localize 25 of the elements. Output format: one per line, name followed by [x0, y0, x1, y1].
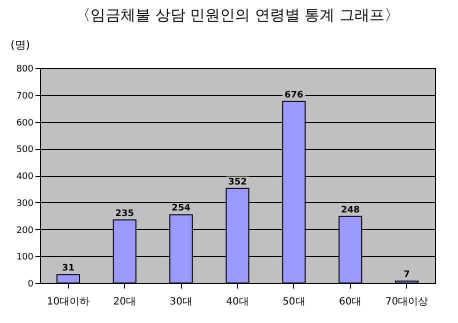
- x-tick-label: 10대이하: [46, 296, 90, 308]
- y-tick-label: 100: [16, 252, 34, 263]
- data-label: 31: [62, 264, 74, 274]
- data-label: 235: [115, 208, 134, 219]
- y-axis-title: (명): [10, 38, 30, 52]
- x-tick-label: 30대: [170, 296, 192, 308]
- data-label: 352: [228, 177, 247, 188]
- chart-title: 〈임금체불 상담 민원인의 연령별 통계 그래프〉: [76, 6, 400, 24]
- data-label: 7: [404, 270, 410, 280]
- y-tick-label: 300: [16, 198, 34, 209]
- y-tick-label: 500: [16, 145, 34, 156]
- y-tick-label: 200: [16, 226, 34, 236]
- y-tick-label: 700: [16, 91, 34, 102]
- x-tick-label: 50대: [282, 296, 306, 308]
- data-label: 248: [340, 205, 360, 216]
- x-tick-label: 70대이상: [385, 296, 428, 308]
- data-label: 254: [172, 204, 190, 214]
- y-tick-label: 800: [16, 64, 34, 74]
- x-tick-label: 60대: [338, 296, 362, 308]
- x-tick-label: 40대: [226, 296, 249, 308]
- y-tick-label: 0: [28, 280, 34, 290]
- y-tick-label: 400: [16, 172, 34, 182]
- x-tick-label: 20대: [113, 296, 136, 308]
- y-tick-label: 600: [16, 118, 34, 128]
- data-label: 676: [284, 90, 304, 100]
